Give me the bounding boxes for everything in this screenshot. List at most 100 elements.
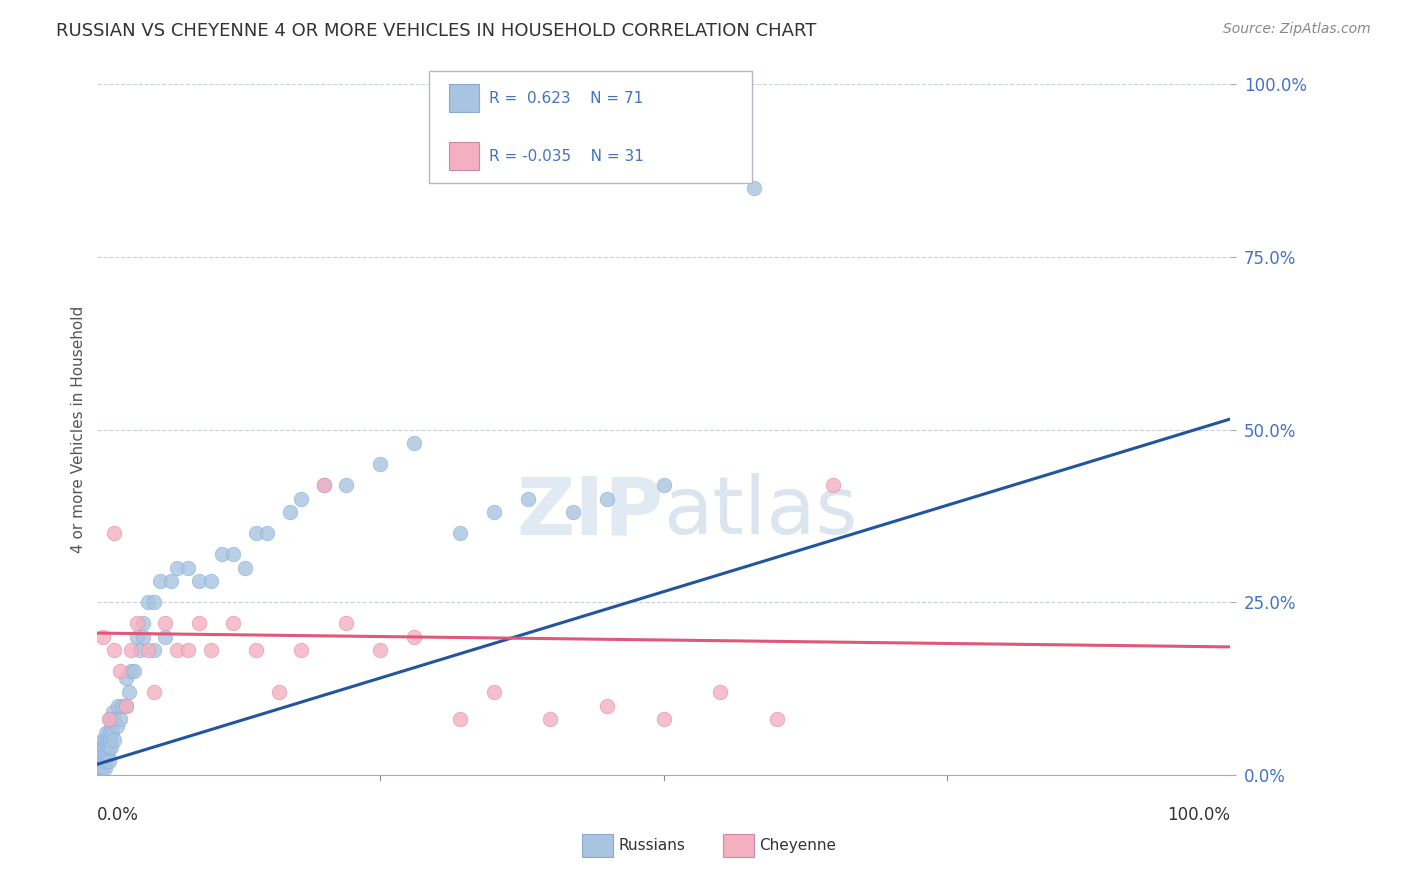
Point xyxy=(449,712,471,726)
Point xyxy=(149,574,172,589)
Point xyxy=(90,739,112,754)
Point xyxy=(97,754,120,768)
Point xyxy=(90,754,112,768)
Point xyxy=(114,671,136,685)
Point xyxy=(370,457,392,471)
Point xyxy=(131,615,153,630)
Point xyxy=(256,526,278,541)
Point xyxy=(742,181,765,195)
Point xyxy=(404,436,426,450)
Point xyxy=(107,698,129,713)
Point xyxy=(136,643,159,657)
Point xyxy=(91,747,114,761)
Point xyxy=(482,505,505,519)
Point xyxy=(245,643,267,657)
Point xyxy=(177,560,200,574)
Point xyxy=(94,733,117,747)
Point xyxy=(370,643,392,657)
Point xyxy=(120,664,142,678)
Point xyxy=(100,719,122,733)
Point xyxy=(596,698,619,713)
Point xyxy=(166,560,188,574)
Point xyxy=(562,505,585,519)
Text: R = -0.035    N = 31: R = -0.035 N = 31 xyxy=(489,149,644,163)
Point xyxy=(103,733,125,747)
Point xyxy=(482,685,505,699)
Point xyxy=(335,477,357,491)
Text: Source: ZipAtlas.com: Source: ZipAtlas.com xyxy=(1223,22,1371,37)
Point xyxy=(114,698,136,713)
Point xyxy=(765,712,787,726)
Point xyxy=(709,685,731,699)
Point xyxy=(101,726,124,740)
Point xyxy=(96,747,118,761)
Point xyxy=(449,526,471,541)
Point xyxy=(103,706,125,720)
Point xyxy=(222,615,245,630)
Point xyxy=(93,754,115,768)
Point xyxy=(155,615,177,630)
Point xyxy=(94,761,117,775)
Text: R =  0.623    N = 71: R = 0.623 N = 71 xyxy=(489,91,644,105)
Point xyxy=(143,643,166,657)
Point xyxy=(131,630,153,644)
Point xyxy=(108,712,131,726)
Point xyxy=(278,505,301,519)
Point xyxy=(100,739,122,754)
Point xyxy=(823,477,845,491)
Point xyxy=(160,574,183,589)
Point xyxy=(233,560,256,574)
Point xyxy=(200,643,222,657)
Point xyxy=(125,630,148,644)
Point xyxy=(97,712,120,726)
Point xyxy=(312,477,335,491)
Point xyxy=(222,547,245,561)
Text: Cheyenne: Cheyenne xyxy=(759,838,837,853)
Point xyxy=(90,747,112,761)
Point xyxy=(335,615,357,630)
Point xyxy=(122,664,145,678)
Point xyxy=(245,526,267,541)
Point xyxy=(96,754,118,768)
Point xyxy=(118,685,141,699)
Point xyxy=(538,712,561,726)
Text: atlas: atlas xyxy=(664,474,858,551)
Point xyxy=(103,526,125,541)
Point xyxy=(91,733,114,747)
Point xyxy=(94,747,117,761)
Point xyxy=(91,761,114,775)
Text: RUSSIAN VS CHEYENNE 4 OR MORE VEHICLES IN HOUSEHOLD CORRELATION CHART: RUSSIAN VS CHEYENNE 4 OR MORE VEHICLES I… xyxy=(56,22,817,40)
Point xyxy=(652,477,675,491)
Point xyxy=(143,595,166,609)
Point xyxy=(155,630,177,644)
Y-axis label: 4 or more Vehicles in Household: 4 or more Vehicles in Household xyxy=(72,306,86,553)
Text: ZIP: ZIP xyxy=(516,474,664,551)
Point xyxy=(290,491,312,506)
Point xyxy=(91,630,114,644)
Point xyxy=(103,712,125,726)
Point xyxy=(596,491,619,506)
Point xyxy=(404,630,426,644)
Text: 100.0%: 100.0% xyxy=(1167,805,1230,823)
Point xyxy=(267,685,290,699)
Text: 0.0%: 0.0% xyxy=(97,805,139,823)
Point xyxy=(111,698,134,713)
Point xyxy=(97,739,120,754)
Point xyxy=(200,574,222,589)
Point xyxy=(211,547,233,561)
Point xyxy=(98,733,121,747)
Text: Russians: Russians xyxy=(619,838,686,853)
Point xyxy=(129,643,152,657)
Point xyxy=(103,643,125,657)
Point xyxy=(125,615,148,630)
Point xyxy=(98,712,121,726)
Point xyxy=(108,664,131,678)
Point xyxy=(166,643,188,657)
Point xyxy=(188,574,211,589)
Point xyxy=(87,761,110,775)
Point xyxy=(143,685,166,699)
Point xyxy=(136,595,159,609)
Point xyxy=(290,643,312,657)
Point xyxy=(516,491,538,506)
Point xyxy=(90,761,112,775)
